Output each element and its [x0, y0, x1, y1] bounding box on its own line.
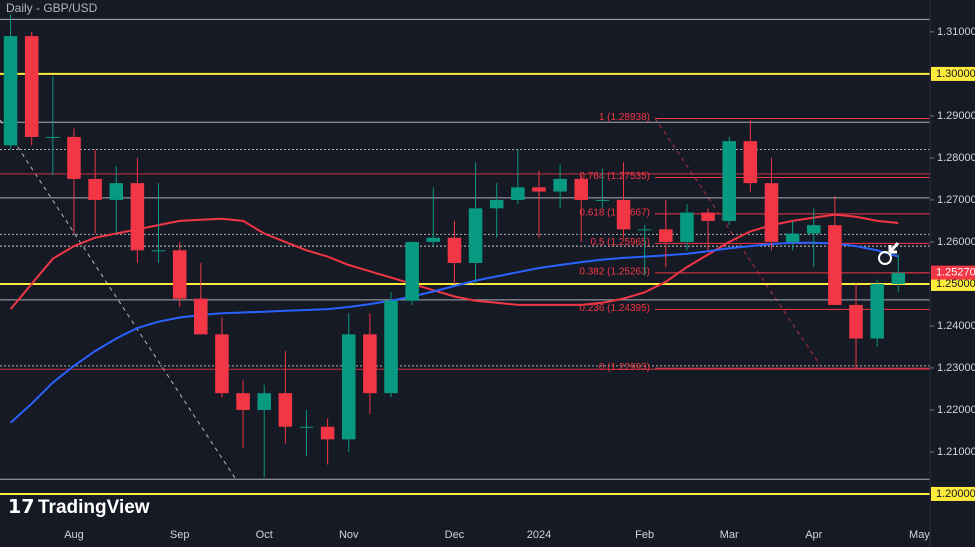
candle-body: [870, 283, 884, 339]
x-tick-label: May: [909, 529, 930, 541]
candle-body: [320, 426, 335, 440]
logo: 𝟭𝟳 TradingView: [8, 497, 150, 518]
y-tick-label: 1.28000: [937, 152, 975, 164]
x-tick-label: Aug: [64, 529, 84, 541]
candle-body: [722, 141, 736, 221]
candle-body: [278, 393, 293, 427]
chart-title: Daily - GBP/USD: [6, 1, 98, 15]
x-tick-label: Apr: [805, 529, 822, 541]
candle-body: [806, 225, 821, 234]
candle-body: [341, 334, 356, 440]
candle-body: [532, 187, 546, 192]
candle-body: [3, 36, 18, 146]
candle-body: [764, 183, 779, 242]
y-tick-label: 1.24000: [937, 320, 975, 332]
key-level-tag: [931, 486, 975, 501]
candle-body: [151, 250, 166, 252]
candle-body: [468, 208, 483, 263]
fib-trend-line: [654, 117, 821, 366]
candle-body: [489, 199, 504, 209]
candle-body: [130, 183, 145, 251]
x-tick-label: Nov: [339, 529, 359, 541]
candle-body: [828, 225, 842, 305]
layer: 1 (1.28938) 0.764 (1.27535) 0.618 (1.26667…: [0, 14, 930, 495]
candle-body: [511, 187, 525, 200]
fib-label: 0.618 (1.26667): [579, 208, 650, 219]
candle-body: [46, 136, 60, 138]
y-tick-label: 1.23000: [937, 362, 975, 374]
arrow: [888, 242, 900, 254]
candle-body: [553, 178, 567, 192]
candle-body: [109, 183, 124, 200]
key-level-tag: [931, 276, 975, 291]
candle-body: [236, 393, 250, 410]
candle-body: [659, 229, 673, 242]
candle-body: [363, 334, 377, 394]
candle-body: [172, 250, 187, 299]
candle-body: [680, 212, 694, 242]
x-tick-label: Mar: [720, 529, 739, 541]
candle-body: [595, 199, 610, 201]
candle-body: [574, 178, 589, 200]
key-level-label: 1.20000: [936, 488, 975, 500]
key-level-label: 1.30000: [936, 68, 975, 80]
highlight-circle: [878, 251, 892, 265]
x-tick-label: 2024: [527, 529, 551, 541]
candle-body: [426, 237, 441, 242]
fib-label: 0.382 (1.25263): [579, 267, 650, 278]
y-tick-label: 1.21000: [937, 446, 975, 458]
last-price-label: 1.25270: [936, 267, 975, 279]
fib-label: 0.764 (1.27535): [579, 171, 650, 182]
y-tick-label: 1.29000: [937, 110, 975, 122]
candle-body: [743, 141, 758, 184]
candle-body: [257, 393, 271, 410]
logo-text: TradingView: [38, 497, 150, 518]
last-price-tag: [931, 265, 975, 280]
x-tick-label: Feb: [635, 529, 654, 541]
candle-body: [67, 136, 81, 179]
moving-average: [9, 241, 899, 424]
fib-label: 0.5 (1.25965): [591, 237, 651, 248]
x-tick-label: Sep: [170, 529, 190, 541]
candle-body: [405, 241, 419, 301]
candle-body: [447, 237, 462, 263]
fib-label: 1 (1.28938): [599, 112, 650, 123]
candle-body: [215, 334, 229, 394]
candle-body: [785, 233, 800, 242]
key-level-tag: [931, 66, 975, 81]
y-tick-label: 1.22000: [937, 404, 975, 416]
candle-body: [891, 272, 906, 284]
candle-body: [24, 36, 39, 137]
candle-body: [194, 298, 208, 335]
key-level-label: 1.25000: [936, 278, 975, 290]
candle-body: [616, 199, 631, 230]
candle-body: [637, 229, 652, 231]
x-tick-label: Oct: [256, 529, 273, 541]
fib-label: 0.236 (1.24395): [579, 303, 650, 314]
candle-body: [299, 426, 314, 428]
y-tick-label: 1.31000: [937, 26, 975, 38]
candle-body: [384, 300, 398, 394]
y-tick-label: 1.26000: [937, 236, 975, 248]
y-tick-label: 1.27000: [937, 194, 975, 206]
candle-body: [849, 304, 863, 339]
logo-mark: 𝟭𝟳: [8, 497, 34, 518]
candle-body: [701, 212, 715, 221]
candle-body: [88, 178, 102, 200]
x-tick-label: Dec: [445, 529, 465, 541]
fib-label: 0 (1.22993): [599, 362, 650, 373]
